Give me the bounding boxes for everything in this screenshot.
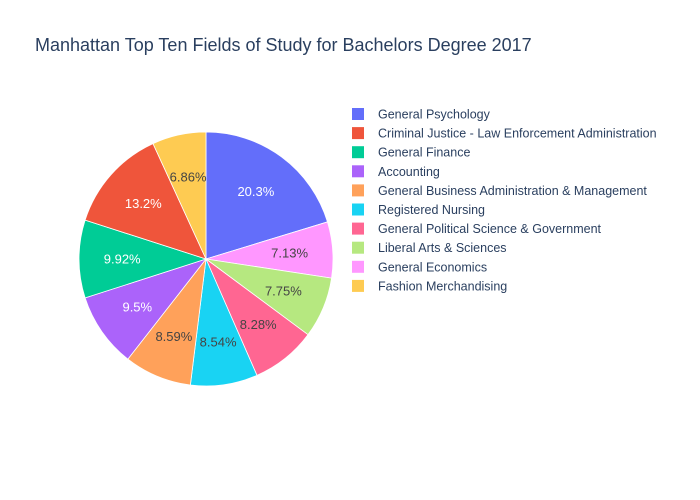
legend-label: General Political Science & Government — [378, 222, 602, 236]
pie-slice-accounting[interactable] — [84, 258, 208, 360]
slice-label-accounting: 9.5% — [122, 300, 152, 315]
legend: General Psychology Criminal Justice - Law… — [352, 108, 657, 293]
pie-slice-fashion-merchandising[interactable] — [152, 131, 207, 260]
legend-label: Liberal Arts & Sciences — [378, 241, 507, 255]
chart-title: Manhattan Top Ten Fields of Study for Ba… — [35, 35, 532, 55]
legend-item-general-business-administration-and-management[interactable]: General Business Administration & Manage… — [352, 184, 647, 198]
pie-slice-general-psychology[interactable] — [205, 131, 328, 260]
legend-label: General Business Administration & Manage… — [378, 184, 647, 198]
legend-item-general-finance[interactable]: General Finance — [352, 146, 470, 160]
legend-swatch — [352, 203, 364, 216]
legend-label: General Psychology — [378, 108, 491, 122]
pie-data-labels: 20.3% 7.13% 7.75% 8.28%8.54% 8.59%9.5% 9.92% 1… — [104, 170, 309, 350]
slice-label-general-political-science-and-government: 8.28% — [240, 317, 277, 332]
slice-label-fashion-merchandising: 6.86% — [170, 170, 207, 185]
legend-label: Accounting — [378, 165, 440, 179]
slice-label-liberal-arts-and-sciences: 7.75% — [265, 284, 302, 299]
legend-swatch — [352, 184, 364, 197]
slice-label-general-economics: 7.13% — [271, 245, 308, 260]
legend-swatch — [352, 127, 364, 140]
legend-item-fashion-merchandising[interactable]: Fashion Merchandising — [352, 279, 507, 293]
legend-swatch — [352, 222, 364, 235]
pie-slices — [78, 131, 334, 387]
legend-item-general-psychology[interactable]: General Psychology — [352, 108, 491, 122]
pie-slice-criminal-justice-law-enforcement-administration[interactable] — [84, 143, 207, 260]
legend-swatch — [352, 241, 364, 254]
legend-swatch — [352, 108, 364, 120]
legend-item-general-economics[interactable]: General Economics — [352, 260, 487, 274]
pie-slice-general-finance[interactable] — [78, 219, 208, 299]
legend-swatch — [352, 146, 364, 159]
legend-label: General Finance — [378, 146, 470, 160]
legend-item-general-political-science-and-government[interactable]: General Political Science & Government — [352, 222, 602, 236]
legend-item-accounting[interactable]: Accounting — [352, 165, 440, 179]
legend-swatch — [352, 260, 364, 273]
legend-label: General Economics — [378, 260, 487, 274]
legend-item-criminal-justice-law-enforcement-administration[interactable]: Criminal Justice - Law Enforcement Admin… — [352, 127, 657, 141]
legend-label: Fashion Merchandising — [378, 279, 507, 293]
legend-label: Registered Nursing — [378, 203, 485, 217]
slice-label-criminal-justice-law-enforcement-administration: 13.2% — [125, 196, 162, 211]
slice-label-general-psychology: 20.3% — [237, 184, 274, 199]
legend-item-registered-nursing[interactable]: Registered Nursing — [352, 203, 485, 217]
legend-label: Criminal Justice - Law Enforcement Admin… — [378, 127, 657, 141]
legend-swatch — [352, 165, 364, 178]
slice-label-general-finance: 9.92% — [104, 252, 141, 267]
slice-label-registered-nursing: 8.54% — [200, 334, 237, 349]
slice-label-general-business-administration-and-management: 8.59% — [155, 329, 192, 344]
legend-swatch — [352, 279, 364, 292]
legend-item-liberal-arts-and-sciences[interactable]: Liberal Arts & Sciences — [352, 241, 507, 255]
